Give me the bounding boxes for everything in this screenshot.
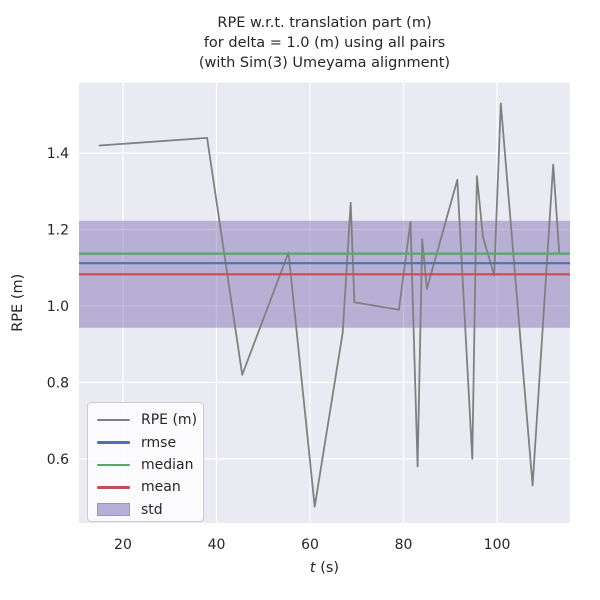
y-tick-label: 1.0 [47, 299, 69, 315]
y-tick-label: 0.8 [47, 375, 69, 391]
plot-title-line-1: RPE w.r.t. translation part (m) [217, 15, 432, 31]
x-axis-label: t (s) [310, 560, 339, 576]
x-tick-label: 20 [114, 537, 132, 553]
legend-item: mean [97, 476, 203, 498]
y-axis-label: RPE (m) [10, 274, 26, 332]
x-tick-label: 40 [208, 537, 226, 553]
legend-patch-swatch [97, 503, 130, 517]
plot-title-line-3: (with Sim(3) Umeyama alignment) [198, 55, 451, 71]
legend-label: std [141, 501, 163, 518]
legend-item: RPE (m) [97, 409, 203, 431]
x-tick-label: 80 [395, 537, 413, 553]
rpe-line [98, 102, 561, 508]
legend-item: rmse [97, 431, 203, 453]
y-tick-label: 0.6 [47, 452, 69, 468]
plot-title: RPE w.r.t. translation part (m) for delt… [79, 13, 570, 73]
legend-item: std [97, 499, 203, 521]
legend-label: RPE (m) [141, 412, 198, 429]
x-tick-label: 100 [484, 537, 511, 553]
plot-title-line-2: for delta = 1.0 (m) using all pairs [203, 35, 446, 51]
x-tick-label: 60 [301, 537, 319, 553]
y-tick-label: 1.4 [47, 146, 69, 162]
legend-line-swatch [97, 441, 130, 444]
legend: RPE (m) rmse median mean std [87, 402, 204, 522]
legend-label: rmse [141, 434, 177, 451]
legend-line-swatch [97, 418, 130, 422]
legend-label: median [141, 456, 194, 473]
y-tick-label: 1.2 [47, 223, 69, 239]
legend-line-swatch [97, 486, 130, 489]
legend-line-swatch [97, 463, 130, 467]
legend-label: mean [141, 479, 181, 496]
legend-item: median [97, 454, 203, 476]
